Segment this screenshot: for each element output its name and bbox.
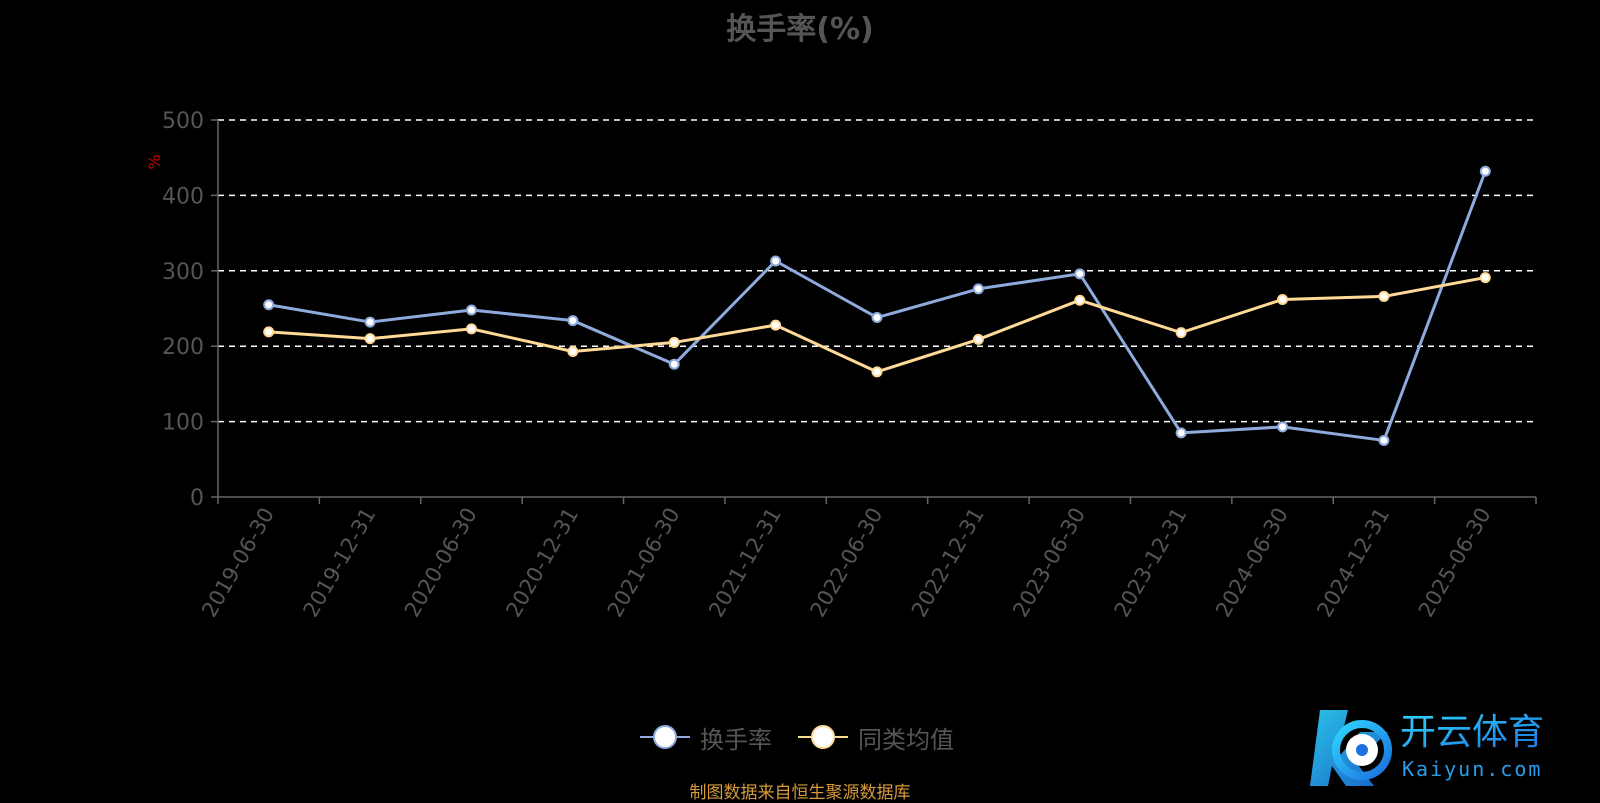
data-point-series-1[interactable] <box>1074 268 1086 280</box>
legend: 换手率 同类均值 <box>640 717 954 757</box>
data-source-note: 制图数据来自恒生聚源数据库 <box>689 783 911 803</box>
data-point-series-1[interactable] <box>465 304 477 316</box>
legend-marker-icon <box>798 725 848 749</box>
x-tick-label: 2021-12-31 <box>704 504 786 622</box>
x-tick-label: 2022-06-30 <box>806 504 888 622</box>
data-point-series-1[interactable] <box>1479 165 1491 177</box>
data-point-series-1[interactable] <box>668 358 680 370</box>
data-point-series-1[interactable] <box>263 299 275 311</box>
y-tick-label: 500 <box>162 109 204 134</box>
data-point-series-1[interactable] <box>1175 427 1187 439</box>
data-point-series-1[interactable] <box>364 316 376 328</box>
y-tick-label: 0 <box>190 486 204 511</box>
data-point-series-2[interactable] <box>1175 327 1187 339</box>
watermark-brand-en: Kaiyun.com <box>1402 757 1542 781</box>
data-point-series-2[interactable] <box>668 336 680 348</box>
watermark-logo: 开云体育 Kaiyun.com <box>1310 710 1544 786</box>
data-point-series-2[interactable] <box>1074 294 1086 306</box>
data-point-series-2[interactable] <box>364 333 376 345</box>
x-tick-label: 2022-12-31 <box>907 504 989 622</box>
data-point-series-2[interactable] <box>263 326 275 338</box>
y-tick-labels: 0 100 200 300 400 500 <box>162 109 204 511</box>
series-line-1 <box>268 170 1487 442</box>
series-line-2 <box>268 276 1486 374</box>
data-point-series-2[interactable] <box>972 333 984 345</box>
y-tick-label: 100 <box>162 411 204 436</box>
legend-item-series-1[interactable]: 换手率 <box>640 720 772 755</box>
y-tick-label: 400 <box>162 184 204 209</box>
data-point-series-2[interactable] <box>871 366 883 378</box>
legend-label: 同类均值 <box>858 725 954 754</box>
chart-title: 换手率(%) <box>726 12 874 47</box>
y-axis-label: % <box>145 154 164 169</box>
data-point-series-2[interactable] <box>1277 293 1289 305</box>
data-point-series-1[interactable] <box>1277 421 1289 433</box>
data-point-series-1[interactable] <box>972 283 984 295</box>
watermark-brand-cn: 开云体育 <box>1400 712 1544 753</box>
data-point-series-2[interactable] <box>465 323 477 335</box>
data-point-series-1[interactable] <box>770 255 782 267</box>
x-tick-label: 2023-12-31 <box>1110 504 1192 622</box>
legend-marker-icon <box>640 725 690 749</box>
legend-label: 换手率 <box>700 725 772 754</box>
x-tick-label: 2024-06-30 <box>1211 504 1293 622</box>
x-tick-label: 2019-06-30 <box>197 504 279 622</box>
series-lines <box>263 165 1491 446</box>
x-tick-label: 2020-12-31 <box>501 504 583 622</box>
x-tick-label: 2020-06-30 <box>400 504 482 622</box>
data-point-series-2[interactable] <box>1378 290 1390 302</box>
data-point-series-2[interactable] <box>770 319 782 331</box>
x-tick-label: 2021-06-30 <box>603 504 685 622</box>
x-tick-label: 2023-06-30 <box>1008 504 1090 622</box>
y-tick-label: 300 <box>162 260 204 285</box>
x-tick-labels: 2019-06-30 2019-12-31 2020-06-30 2020-12-31… <box>197 504 1495 622</box>
data-point-series-2[interactable] <box>567 345 579 357</box>
data-point-series-1[interactable] <box>871 312 883 324</box>
legend-item-series-2[interactable]: 同类均值 <box>798 720 954 755</box>
x-tick-label: 2025-06-30 <box>1414 504 1496 622</box>
y-tick-label: 200 <box>162 335 204 360</box>
x-tick-label: 2024-12-31 <box>1312 504 1394 622</box>
axes <box>211 119 1537 504</box>
data-point-series-2[interactable] <box>1479 272 1491 284</box>
x-tick-label: 2019-12-31 <box>299 504 381 622</box>
data-point-series-1[interactable] <box>1378 434 1390 446</box>
data-point-series-1[interactable] <box>567 315 579 327</box>
